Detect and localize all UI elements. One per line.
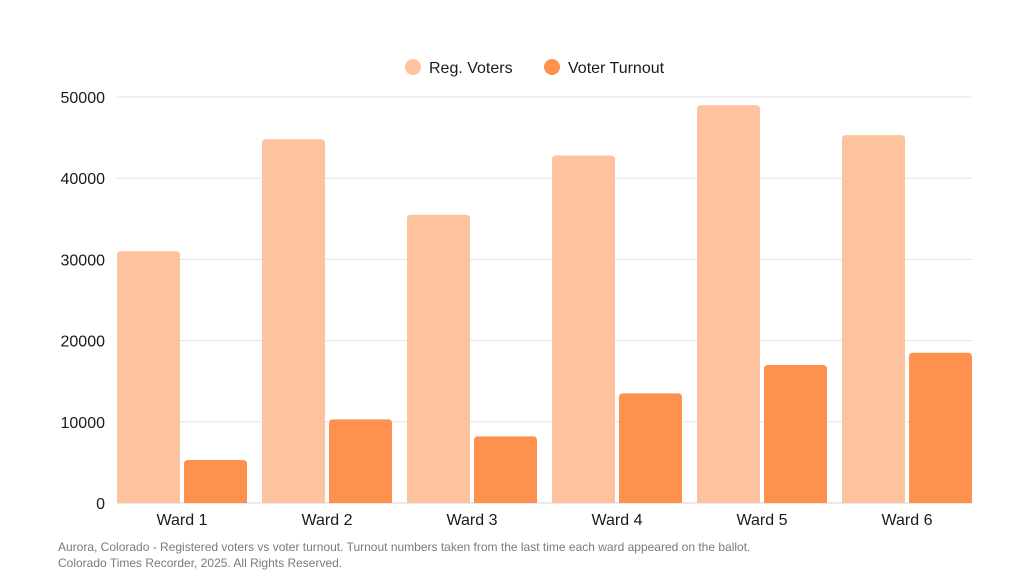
y-tick-label: 30000 xyxy=(61,252,106,269)
bar-voter-turnout-ward-2 xyxy=(329,419,392,503)
footnote-copyright: Colorado Times Recorder, 2025. All Right… xyxy=(58,556,343,570)
footnote-description: Aurora, Colorado - Registered voters vs … xyxy=(58,540,751,554)
x-tick-label: Ward 1 xyxy=(157,512,208,529)
legend-label: Voter Turnout xyxy=(568,60,665,77)
x-tick-label: Ward 2 xyxy=(302,512,353,529)
legend-swatch xyxy=(405,59,421,75)
y-tick-label: 10000 xyxy=(61,415,106,432)
bar-voter-turnout-ward-4 xyxy=(619,393,682,503)
y-tick-label: 20000 xyxy=(61,334,106,351)
x-tick-label: Ward 4 xyxy=(592,512,643,529)
bar-reg-voters-ward-6 xyxy=(842,135,905,503)
legend-label: Reg. Voters xyxy=(429,60,513,77)
bar-voter-turnout-ward-1 xyxy=(184,459,247,503)
y-tick-label: 50000 xyxy=(61,90,106,107)
x-tick-label: Ward 5 xyxy=(737,512,788,529)
grid-lines xyxy=(117,96,972,504)
y-axis-ticks: 0 10000 20000 30000 40000 50000 xyxy=(61,90,106,513)
legend-swatch xyxy=(544,59,560,75)
bar-voter-turnout-ward-6 xyxy=(909,352,972,503)
y-tick-label: 40000 xyxy=(61,171,106,188)
x-tick-label: Ward 3 xyxy=(447,512,498,529)
bar-reg-voters-ward-3 xyxy=(407,214,470,504)
bars xyxy=(117,105,972,504)
x-tick-label: Ward 6 xyxy=(882,512,933,529)
x-axis-labels: Ward 1 Ward 2 Ward 3 Ward 4 Ward 5 Ward 6 xyxy=(157,512,933,529)
bar-voter-turnout-ward-5 xyxy=(764,364,827,503)
bar-reg-voters-ward-4 xyxy=(552,155,615,504)
y-tick-label: 0 xyxy=(96,496,105,513)
legend: Reg. Voters Voter Turnout xyxy=(405,59,665,77)
bar-reg-voters-ward-1 xyxy=(117,251,180,503)
bar-reg-voters-ward-5 xyxy=(697,105,760,504)
bar-voter-turnout-ward-3 xyxy=(474,436,537,503)
bar-reg-voters-ward-2 xyxy=(262,139,325,503)
